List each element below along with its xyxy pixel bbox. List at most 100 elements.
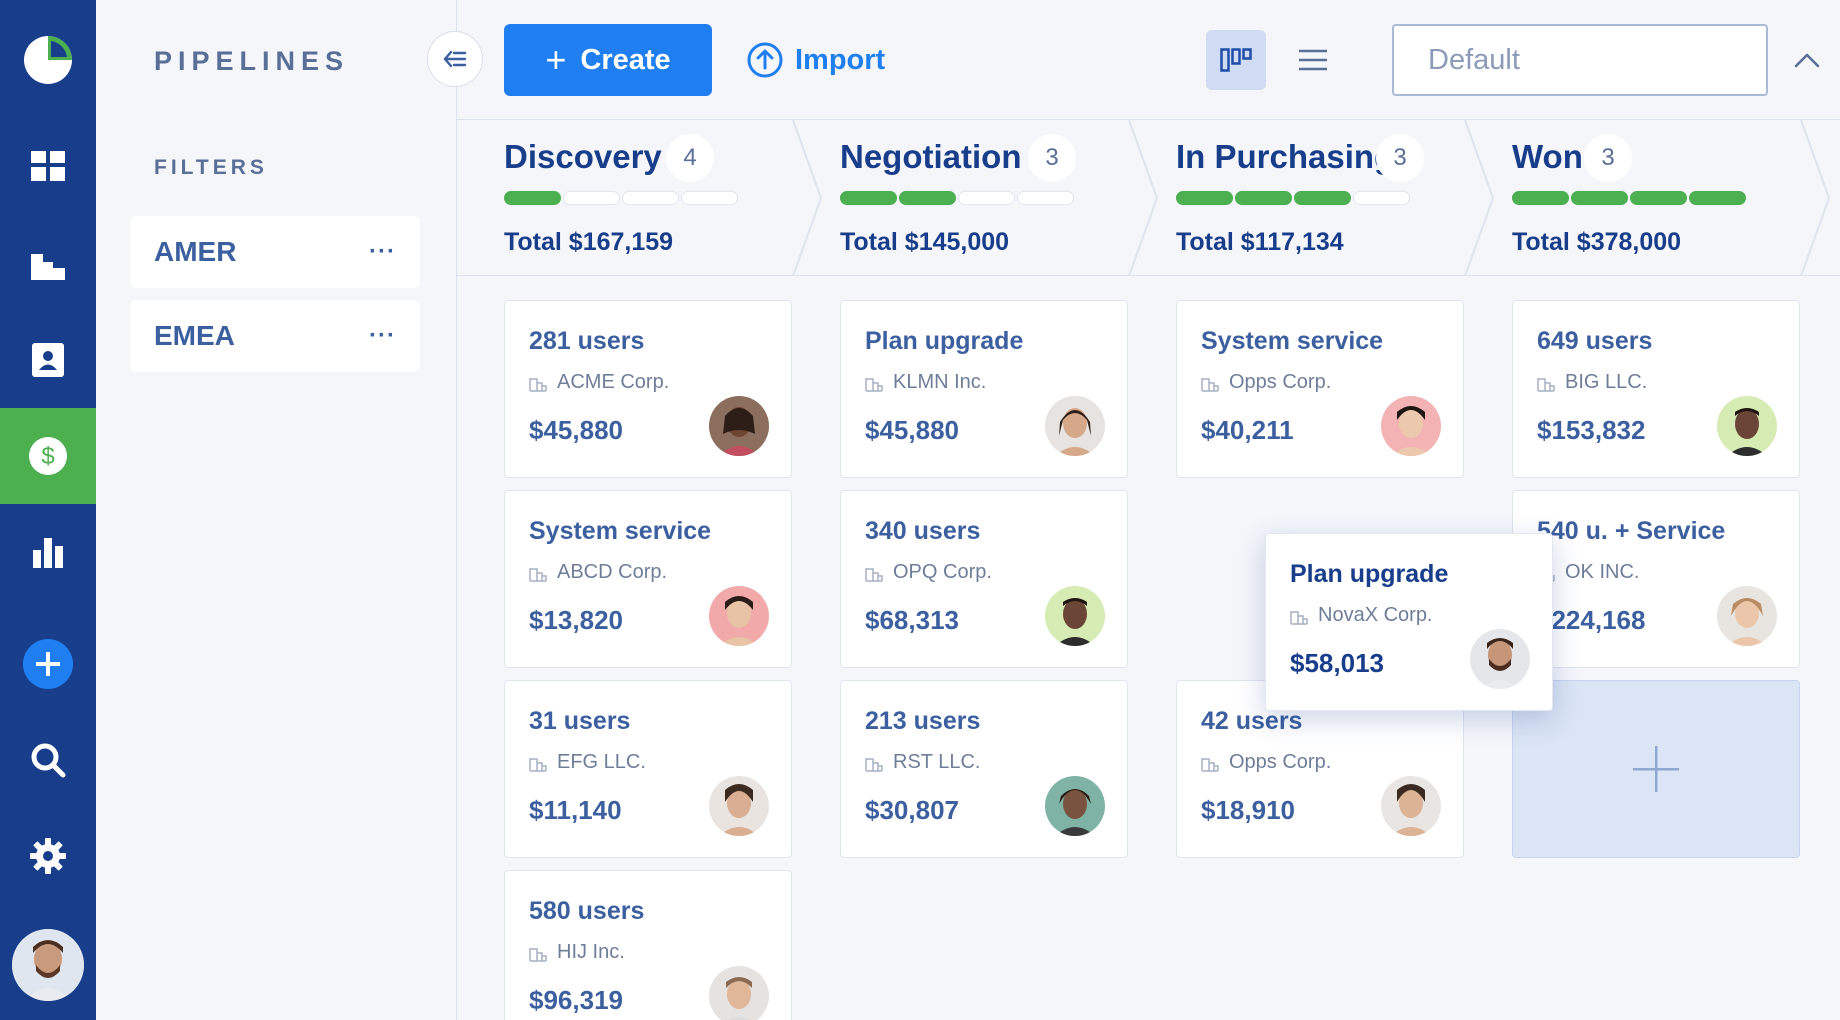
deal-card[interactable]: 213 users RST LLC. $30,807	[840, 680, 1128, 858]
owner-avatar[interactable]	[709, 396, 769, 456]
owner-avatar[interactable]	[709, 586, 769, 646]
deal-company: EFG LLC.	[529, 751, 646, 774]
deal-card[interactable]: 540 u. + Service OK INC. $224,168	[1512, 490, 1800, 668]
owner-avatar[interactable]	[1717, 396, 1777, 456]
owner-avatar[interactable]	[709, 776, 769, 836]
stage-total: Total $378,000	[1512, 228, 1682, 256]
stage-total: Total $117,134	[1176, 228, 1344, 256]
deal-company-name: ABCD Corp.	[557, 561, 668, 583]
more-options-icon[interactable]: ···	[369, 322, 396, 349]
collapse-left-icon	[443, 50, 467, 68]
add-icon[interactable]	[0, 616, 96, 712]
deal-company-name: OK INC.	[1565, 561, 1640, 583]
deal-title: Plan upgrade	[1290, 560, 1449, 588]
building-icon	[1201, 757, 1219, 772]
owner-avatar[interactable]	[1045, 396, 1105, 456]
top-toolbar: + Create Import Default	[457, 0, 1840, 120]
list-view-button[interactable]	[1283, 30, 1343, 90]
deal-card[interactable]: 281 users ACME Corp. $45,880	[504, 300, 792, 478]
deal-title: 281 users	[529, 327, 645, 355]
owner-avatar[interactable]	[1470, 629, 1530, 689]
dragging-deal-card[interactable]: Plan upgrade NovaX Corp. $58,013	[1265, 533, 1553, 711]
pipeline-select[interactable]: Default	[1392, 24, 1768, 96]
deal-company-name: HIJ Inc.	[557, 941, 625, 963]
board-view-button[interactable]	[1206, 30, 1266, 90]
create-label: Create	[580, 43, 671, 76]
progress-segment	[1235, 191, 1292, 205]
filter-label: EMEA	[154, 320, 235, 351]
dollar-icon[interactable]: $	[0, 408, 96, 504]
deal-company: KLMN Inc.	[865, 371, 986, 394]
collapse-sidebar-button[interactable]	[427, 31, 483, 87]
stage-separator	[1464, 120, 1495, 276]
svg-text:$: $	[41, 443, 54, 470]
deal-company: ACME Corp.	[529, 371, 669, 394]
deal-company: ABCD Corp.	[529, 561, 667, 584]
main-nav-rail: $	[0, 0, 96, 1020]
deal-amount: $58,013	[1290, 648, 1384, 678]
deal-amount: $153,832	[1537, 415, 1646, 445]
dashboard-icon[interactable]	[0, 118, 96, 214]
deal-amount: $40,211	[1201, 415, 1294, 445]
filter-item-emea[interactable]: EMEA ···	[130, 300, 420, 372]
deal-company: Opps Corp.	[1201, 371, 1331, 394]
user-avatar[interactable]	[12, 929, 84, 1001]
owner-avatar[interactable]	[1717, 586, 1777, 646]
deal-card[interactable]: 580 users HIJ Inc. $96,319	[504, 870, 792, 1020]
create-button[interactable]: + Create	[504, 24, 712, 96]
building-icon	[529, 757, 547, 772]
stage-name: Discovery	[504, 138, 662, 175]
stage-progress-bar	[1176, 191, 1410, 205]
reports-icon[interactable]	[0, 505, 96, 601]
deal-company-name: OPQ Corp.	[893, 561, 992, 583]
deal-company: NovaX Corp.	[1290, 604, 1433, 627]
progress-segment	[1571, 191, 1628, 205]
filters-label: FILTERS	[154, 156, 268, 179]
building-icon	[865, 567, 883, 582]
deal-company-name: EFG LLC.	[557, 751, 646, 773]
deal-amount: $68,313	[865, 605, 959, 635]
progress-segment	[899, 191, 956, 205]
deal-card[interactable]: System service Opps Corp. $40,211	[1176, 300, 1464, 478]
import-button[interactable]: Import	[747, 36, 885, 84]
search-icon[interactable]	[0, 712, 96, 808]
deal-company-name: ACME Corp.	[557, 371, 670, 393]
owner-avatar[interactable]	[1045, 586, 1105, 646]
deal-company: HIJ Inc.	[529, 941, 625, 964]
company-icon[interactable]	[0, 216, 96, 312]
contacts-icon[interactable]	[0, 312, 96, 408]
sidebar-title: PIPELINES	[154, 46, 350, 76]
owner-avatar[interactable]	[709, 966, 769, 1020]
filter-item-amer[interactable]: AMER ···	[130, 216, 420, 288]
owner-avatar[interactable]	[1381, 776, 1441, 836]
settings-icon[interactable]	[0, 808, 96, 904]
pie-logo-icon[interactable]	[23, 35, 73, 85]
stage-progress-bar	[840, 191, 1074, 205]
stage-name: In Purchasing	[1176, 138, 1395, 175]
deal-card[interactable]: System service ABCD Corp. $13,820	[504, 490, 792, 668]
deal-card[interactable]: Plan upgrade KLMN Inc. $45,880	[840, 300, 1128, 478]
stage-progress-bar	[1512, 191, 1746, 205]
stage-separator	[1800, 120, 1831, 276]
stage-count-badge: 4	[666, 134, 714, 182]
deal-card[interactable]: 31 users EFG LLC. $11,140	[504, 680, 792, 858]
chevron-up-icon[interactable]	[1790, 44, 1824, 78]
stage-total: Total $145,000	[840, 228, 1010, 256]
upload-icon	[747, 42, 783, 78]
import-label: Import	[795, 43, 886, 76]
stage-total: Total $167,159	[504, 228, 674, 256]
deal-card[interactable]: 340 users OPQ Corp. $68,313	[840, 490, 1128, 668]
progress-segment	[1017, 191, 1074, 205]
more-options-icon[interactable]: ···	[369, 238, 396, 265]
pipeline-stages-header: Discovery 4 Total $167,159 Negotiation 3…	[457, 120, 1840, 276]
deal-title: 580 users	[529, 897, 645, 925]
deal-title: 42 users	[1201, 707, 1303, 735]
add-deal-button[interactable]	[1512, 680, 1800, 858]
stage-name: Won	[1512, 138, 1583, 175]
progress-segment	[1294, 191, 1351, 205]
owner-avatar[interactable]	[1381, 396, 1441, 456]
building-icon	[529, 567, 547, 582]
owner-avatar[interactable]	[1045, 776, 1105, 836]
deal-card[interactable]: 649 users BIG LLC. $153,832	[1512, 300, 1800, 478]
progress-segment	[958, 191, 1015, 205]
